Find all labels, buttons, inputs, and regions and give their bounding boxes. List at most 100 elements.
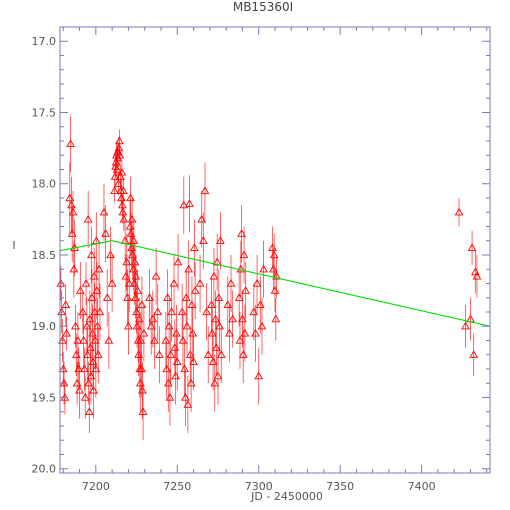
data-point: [67, 200, 76, 209]
data-point: [127, 243, 137, 252]
data-point: [135, 378, 145, 387]
data-point: [126, 229, 136, 237]
data-point: [118, 207, 128, 216]
data-point: [237, 229, 246, 237]
data-point: [122, 257, 132, 266]
x-tick-label: 7300: [245, 480, 273, 493]
data-point: [75, 286, 85, 294]
plot-frame: [59, 26, 491, 474]
data-point: [134, 350, 144, 358]
data-point: [79, 335, 88, 344]
data-point: [228, 314, 238, 323]
data-point: [145, 293, 154, 301]
data-point: [167, 307, 176, 316]
data-point: [68, 207, 78, 216]
data-point: [94, 264, 104, 273]
data-point: [89, 271, 99, 280]
data-point: [85, 314, 95, 323]
data-point: [173, 257, 183, 266]
data-point: [211, 343, 221, 351]
data-point: [127, 214, 137, 223]
data-point: [101, 229, 110, 237]
data-point: [118, 186, 128, 195]
data-point: [84, 378, 94, 387]
data-point: [83, 214, 93, 223]
data-point: [90, 307, 100, 316]
data-point: [469, 350, 479, 358]
data-point: [114, 143, 124, 152]
data-point: [90, 335, 100, 344]
data-point: [106, 250, 115, 259]
data-point: [85, 343, 95, 351]
data-point: [238, 350, 248, 358]
data-point: [87, 293, 97, 301]
data-point: [139, 328, 149, 337]
data-point: [102, 293, 112, 301]
data-point: [182, 321, 192, 330]
data-point: [148, 314, 158, 323]
data-point: [88, 328, 97, 337]
data-point: [129, 278, 139, 287]
data-point: [115, 150, 125, 159]
data-point: [166, 350, 176, 358]
data-point: [61, 300, 71, 309]
data-point: [215, 321, 224, 330]
data-point: [214, 293, 224, 301]
data-point: [467, 243, 477, 252]
data-point: [213, 371, 223, 380]
data-point: [461, 321, 470, 330]
data-point: [241, 286, 251, 294]
y-tick-label: 19.0: [32, 320, 57, 333]
data-point: [81, 278, 91, 287]
data-point: [91, 364, 101, 373]
data-point: [132, 321, 142, 330]
data-point: [119, 214, 129, 223]
data-point: [134, 314, 144, 323]
plot-area: 7200 7250 7300 7350 7400 17.0 17.5 18.0 18.5 19.0…: [32, 26, 491, 493]
data-point: [117, 167, 127, 176]
data-point: [234, 293, 244, 301]
data-point: [223, 300, 233, 309]
data-point: [153, 307, 163, 316]
data-point: [203, 350, 213, 358]
data-point: [164, 321, 174, 330]
data-point: [181, 392, 190, 401]
data-point: [254, 371, 264, 380]
data-point: [80, 364, 89, 373]
y-tick-label: 17.5: [32, 106, 57, 119]
data-point: [71, 321, 80, 330]
data-point: [181, 293, 191, 301]
data-point: [188, 328, 198, 337]
data-point: [138, 385, 147, 394]
data-point: [128, 250, 138, 259]
x-tick-label: 7400: [408, 480, 436, 493]
data-point: [268, 264, 278, 273]
data-point: [239, 250, 249, 259]
y-tick-label: 18.5: [32, 249, 57, 262]
data-point: [92, 286, 102, 294]
data-point: [111, 157, 121, 166]
data-point: [74, 364, 84, 373]
data-point: [131, 293, 140, 301]
data-point: [78, 307, 88, 316]
data-point: [89, 385, 98, 394]
data-point: [185, 199, 194, 207]
data-point: [82, 321, 92, 330]
data-point: [238, 314, 247, 323]
data-point: [118, 200, 127, 209]
data-point: [272, 271, 282, 280]
data-point: [172, 357, 182, 366]
data-point: [126, 193, 135, 202]
data-point: [124, 321, 133, 330]
data-point: [138, 407, 148, 415]
data-point: [170, 343, 180, 351]
data-point: [177, 307, 187, 316]
x-axis-label: JD - 2450000: [250, 490, 323, 503]
data-point: [189, 357, 198, 366]
data-point: [116, 172, 125, 180]
data-point: [195, 278, 205, 287]
data-point: [117, 193, 126, 202]
data-point: [209, 271, 219, 280]
data-point: [121, 271, 131, 280]
data-point: [83, 350, 93, 358]
